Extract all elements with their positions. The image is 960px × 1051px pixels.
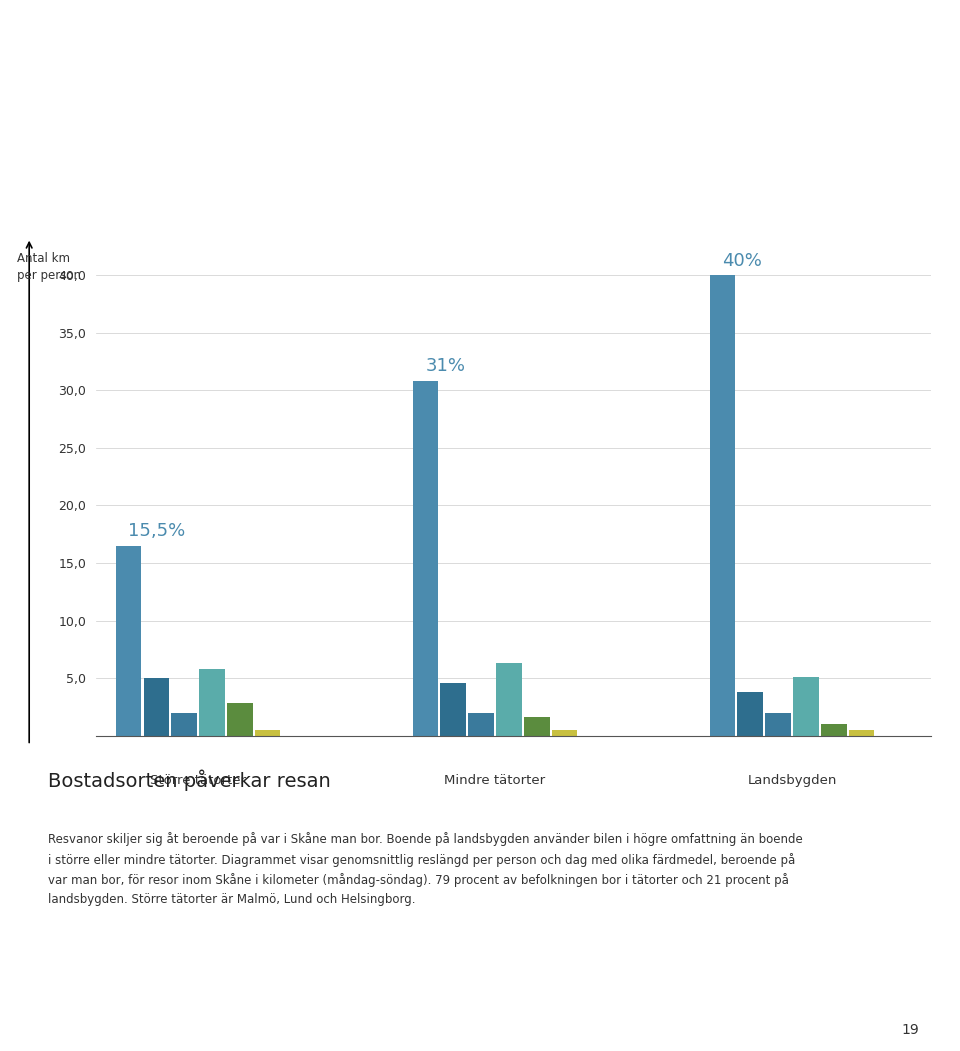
Text: Resvanor skiljer sig åt beroende på var i Skåne man bor. Boende på landsbygden a: Resvanor skiljer sig åt beroende på var … <box>48 832 803 906</box>
Text: Landsbygden: Landsbygden <box>747 775 837 787</box>
Text: Hållplatsnära gör mer skillnad än energisnåla hus: Hållplatsnära gör mer skillnad än energi… <box>29 42 735 69</box>
Bar <box>254 730 280 736</box>
Bar <box>524 717 550 736</box>
Text: En dansk studie visar att kontor och bostäder inom gångavstånd till välutvecklad: En dansk studie visar att kontor och bos… <box>29 111 812 149</box>
Bar <box>709 275 735 736</box>
Bar <box>468 713 494 736</box>
Bar <box>737 692 763 736</box>
Bar <box>413 382 439 736</box>
Text: 40%: 40% <box>722 251 762 269</box>
Bar <box>115 545 141 736</box>
Bar <box>765 713 791 736</box>
Bar <box>552 730 578 736</box>
Text: 31%: 31% <box>425 357 466 375</box>
Text: Större tätorter: Större tätorter <box>150 775 246 787</box>
Bar <box>496 663 522 736</box>
Bar <box>171 713 197 736</box>
Text: 19: 19 <box>902 1023 920 1037</box>
Text: Mindre tätorter: Mindre tätorter <box>444 775 545 787</box>
Text: Bostadsorten påverkar resan: Bostadsorten påverkar resan <box>48 769 331 790</box>
Bar <box>793 677 819 736</box>
Bar <box>441 683 467 736</box>
Text: Antal km
per person: Antal km per person <box>16 252 81 283</box>
Text: 15,5%: 15,5% <box>129 522 185 540</box>
Bar <box>227 703 252 736</box>
Bar <box>199 668 225 736</box>
Bar <box>821 724 847 736</box>
Bar <box>849 730 875 736</box>
Bar <box>143 678 169 736</box>
Text: (Fredrikshavns, Sønderborg och Albertslunds kommuner 2009): (Fredrikshavns, Sønderborg och Albertslu… <box>538 207 931 220</box>
